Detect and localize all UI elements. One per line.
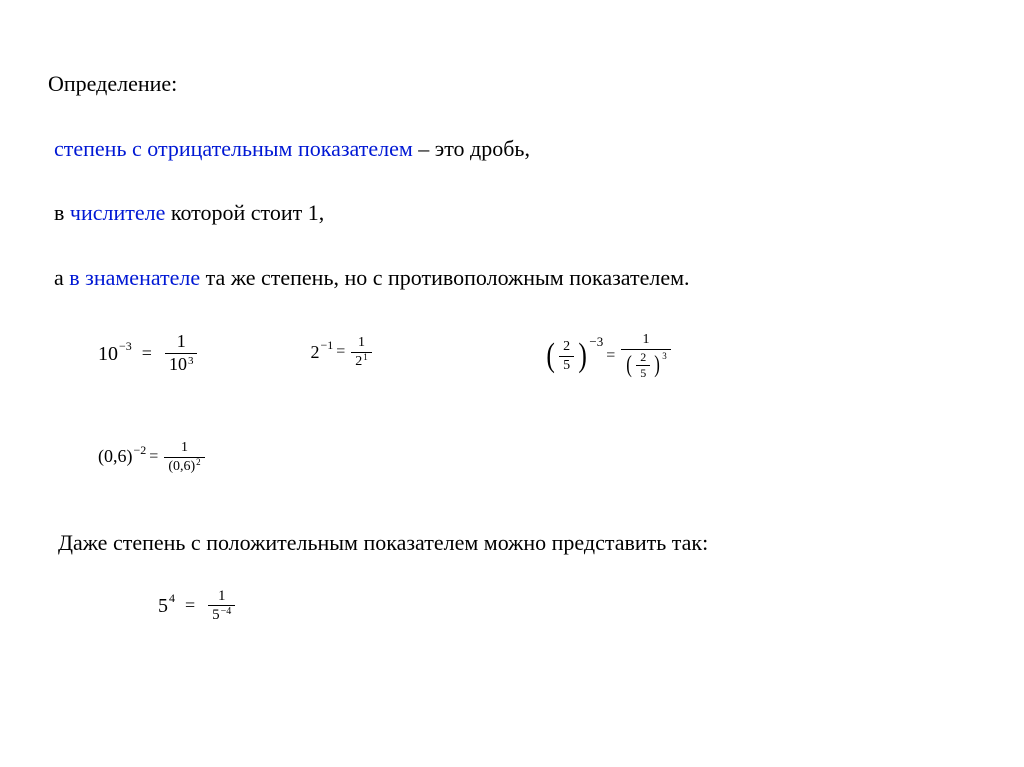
fraction-numerator: 1 xyxy=(639,332,654,347)
highlight-text: числителе xyxy=(70,200,165,225)
footnote-text: Даже степень с положительным показателем… xyxy=(58,529,984,558)
examples-row-2: (0,6) −2 = 1 (0,6)2 xyxy=(98,440,984,474)
plain-text: – это дробь, xyxy=(413,136,530,161)
right-paren: ) xyxy=(578,341,586,372)
fraction-bar xyxy=(621,349,671,350)
den-exponent: 3 xyxy=(662,352,667,362)
lhs-base: 10 xyxy=(98,341,118,367)
right-paren: ) xyxy=(654,352,660,378)
plain-text: которой стоит 1, xyxy=(165,200,324,225)
highlight-text: степень с отрицательным показателем xyxy=(54,136,413,161)
rhs-fraction: 1 103 xyxy=(165,332,198,375)
equals-sign: = xyxy=(336,342,345,363)
rhs-fraction: 1 5−4 xyxy=(208,588,235,624)
heading: Определение: xyxy=(48,70,984,99)
fraction-denominator: 5−4 xyxy=(208,607,235,624)
fraction-numerator: 1 xyxy=(214,588,230,605)
example-3: ( 2 5 ) −3 = 1 ( 2 5 xyxy=(545,332,674,380)
equals-sign: = xyxy=(142,342,152,365)
inner-fraction: 2 5 xyxy=(636,351,650,380)
plain-text: а xyxy=(54,265,69,290)
fraction-bar xyxy=(559,356,574,357)
den-exponent: 2 xyxy=(196,457,201,467)
definition-line-2: в числителе которой стоит 1, xyxy=(54,199,984,228)
equals-sign: = xyxy=(185,594,195,617)
definition-line-1: степень с отрицательным показателем – эт… xyxy=(54,135,984,164)
fraction-denominator: 5 xyxy=(636,367,650,380)
example-5: 5 4 = 1 5−4 xyxy=(158,588,238,624)
fraction-numerator: 2 xyxy=(636,351,650,364)
lhs-base: (0,6) xyxy=(98,445,133,468)
fraction-numerator: 1 xyxy=(354,335,369,350)
fraction-denominator: 21 xyxy=(351,354,372,369)
den-exponent: 3 xyxy=(188,355,194,367)
fraction-denominator: (0,6)2 xyxy=(164,459,204,474)
left-paren: ( xyxy=(626,352,632,378)
lhs-exponent: 4 xyxy=(169,591,175,607)
inner-fraction: 2 5 xyxy=(559,339,574,373)
den-exponent: −4 xyxy=(221,606,232,617)
lhs-base: 2 xyxy=(310,341,319,364)
example-5-row: 5 4 = 1 5−4 xyxy=(158,588,984,624)
equals-sign: = xyxy=(149,447,158,468)
rhs-fraction: 1 21 xyxy=(351,335,372,369)
fraction-denominator: ( 2 5 ) 3 xyxy=(621,351,671,380)
example-4: (0,6) −2 = 1 (0,6)2 xyxy=(98,440,208,474)
rhs-fraction: 1 ( 2 5 ) 3 xyxy=(621,332,671,380)
fraction-numerator: 2 xyxy=(559,339,574,354)
definition-line-3: а в знаменателе та же степень, но с прот… xyxy=(54,264,984,293)
lhs-exponent: −2 xyxy=(134,443,147,459)
rhs-fraction: 1 (0,6)2 xyxy=(164,440,204,474)
fraction-denominator: 103 xyxy=(165,355,198,375)
lhs-paren-group: ( 2 5 ) xyxy=(545,339,589,373)
example-2: 2 −1 = 1 21 xyxy=(310,335,374,369)
den-exponent: 1 xyxy=(363,352,368,362)
document-page: Определение: степень с отрицательным пок… xyxy=(0,0,1024,624)
den-base: (0,6) xyxy=(168,459,195,474)
den-base: 5 xyxy=(212,607,220,623)
fraction-numerator: 1 xyxy=(173,332,190,352)
outer-exponent: −3 xyxy=(589,334,603,351)
plain-text: в xyxy=(54,200,70,225)
fraction-bar xyxy=(351,352,372,353)
lhs-exponent: −1 xyxy=(320,338,333,354)
left-paren: ( xyxy=(546,341,554,372)
lhs-exponent: −3 xyxy=(119,339,132,355)
fraction-numerator: 1 xyxy=(177,440,192,455)
examples-row-1: 10 −3 = 1 103 2 −1 = 1 21 xyxy=(98,332,984,380)
equals-sign: = xyxy=(606,346,615,367)
plain-text: та же степень, но с противоположным пока… xyxy=(200,265,689,290)
den-base: 2 xyxy=(355,354,362,369)
highlight-text: в знаменателе xyxy=(69,265,200,290)
fraction-denominator: 5 xyxy=(559,358,574,373)
den-base: 10 xyxy=(169,354,187,374)
example-1: 10 −3 = 1 103 xyxy=(98,332,200,375)
lhs-base: 5 xyxy=(158,593,168,619)
